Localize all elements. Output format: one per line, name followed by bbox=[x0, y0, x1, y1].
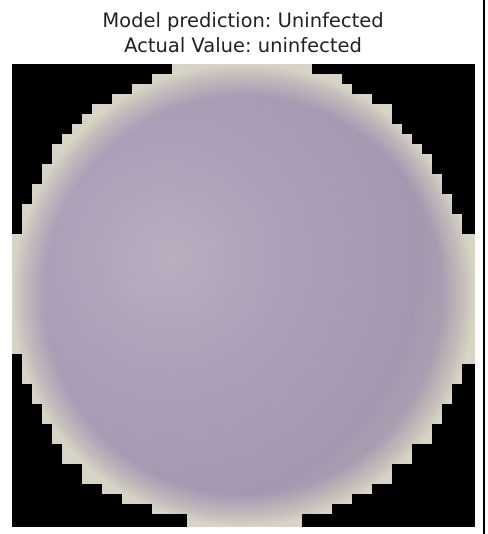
right-border bbox=[483, 0, 485, 534]
prediction-label: Model prediction: Uninfected bbox=[102, 9, 384, 32]
cell-rim bbox=[12, 64, 475, 527]
actual-value-label: Actual Value: uninfected bbox=[124, 34, 362, 57]
cell-image bbox=[12, 64, 475, 527]
plot-title: Model prediction: Uninfected Actual Valu… bbox=[0, 8, 486, 58]
cell-image-svg bbox=[12, 64, 475, 527]
